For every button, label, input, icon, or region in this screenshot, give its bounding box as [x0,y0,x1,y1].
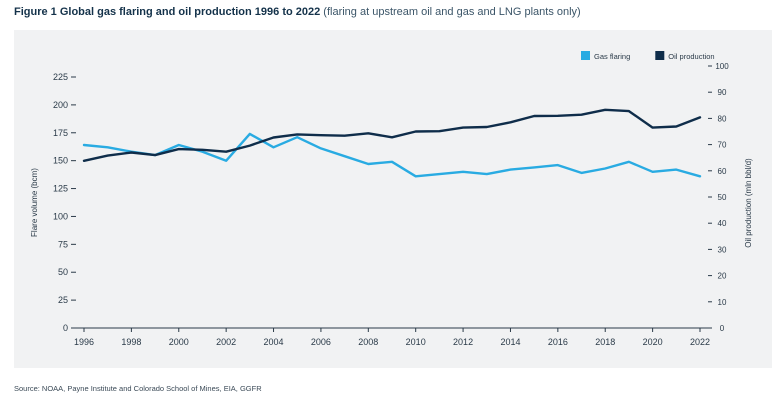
left-axis-tick-label: 25 [58,295,68,305]
right-axis-tick-label: 20 [718,272,727,281]
x-axis-tick-label: 1998 [121,337,141,347]
right-axis-tick-label: 10 [718,298,727,307]
right-axis-tick-label: 40 [718,219,727,228]
x-axis-tick-label: 2006 [311,337,331,347]
x-axis-tick-label: 2018 [595,337,615,347]
x-axis-tick-label: 2014 [500,337,520,347]
x-axis-tick-label: 1996 [74,337,94,347]
left-axis-tick-label: 75 [58,239,68,249]
left-axis-tick-label: 175 [53,128,68,138]
legend-swatch [581,51,590,60]
left-axis-title: Flare volume (bcm) [30,168,39,237]
legend-swatch [655,51,665,60]
right-axis-tick-label: 80 [718,114,727,123]
legend-label: Gas flaring [594,52,630,61]
figure-title-main: Figure 1 Global gas flaring and oil prod… [14,6,321,18]
figure-title: Figure 1 Global gas flaring and oil prod… [14,6,581,18]
left-axis-tick-label: 100 [53,211,68,221]
right-axis-tick-label: 90 [718,88,727,97]
left-axis-tick-label: 0 [63,323,68,333]
left-axis-tick-label: 50 [58,267,68,277]
right-axis-tick-label: 30 [718,245,727,254]
chart-panel: 0 25 50 75 100 125 150 175 200 225 0 10 20 30 40 50 60 70… [14,30,772,368]
x-axis-tick-label: 2002 [216,337,236,347]
right-axis-tick-label: 70 [718,141,727,150]
left-axis-tick-label: 125 [53,184,68,194]
left-axis-tick-label: 200 [53,100,68,110]
line-chart: 0 25 50 75 100 125 150 175 200 225 0 10 20 30 40 50 60 70… [30,51,753,347]
x-axis-tick-label: 2008 [358,337,378,347]
left-axis-tick-label: 225 [53,72,68,82]
right-axis-tick-label: 0 [720,324,725,333]
left-axis-tick-label: 150 [53,156,68,166]
x-axis-tick-label: 2004 [264,337,284,347]
right-axis-tick-label: 60 [718,167,727,176]
x-axis-tick-label: 2016 [548,337,568,347]
x-axis-tick-label: 2000 [169,337,189,347]
right-axis-title: Oil production (mln bbl/d) [744,158,753,248]
x-axis-tick-label: 2020 [643,337,663,347]
x-axis-tick-label: 2010 [406,337,426,347]
x-axis-tick-label: 2022 [690,337,710,347]
series-line-oil-production [82,108,702,163]
right-axis-tick-label: 50 [718,193,727,202]
series-line-gas-flaring [82,132,702,178]
x-axis-tick-label: 2012 [453,337,473,347]
right-axis-tick-label: 100 [715,62,729,71]
figure-title-subtitle: (flaring at upstream oil and gas and LNG… [323,6,581,18]
legend-label: Oil production [668,52,714,61]
source-note: Source: NOAA, Payne Institute and Colora… [14,384,262,393]
